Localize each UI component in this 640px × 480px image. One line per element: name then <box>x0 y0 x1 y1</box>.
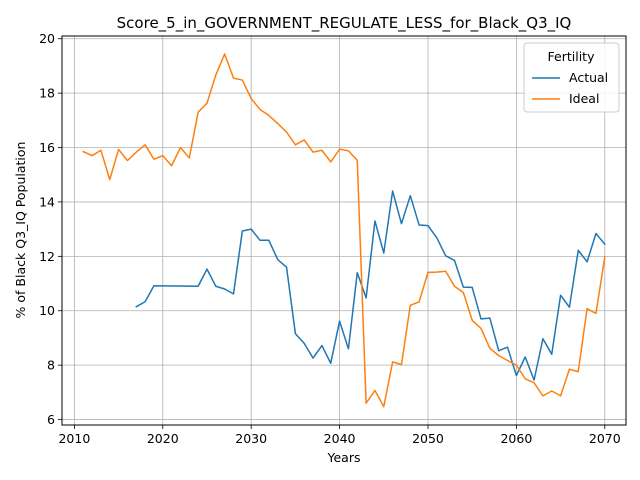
x-tick-label: 2030 <box>235 431 267 446</box>
y-tick-label: 14 <box>39 194 55 209</box>
y-tick-label: 18 <box>39 86 55 101</box>
y-tick-label: 8 <box>47 358 55 373</box>
x-axis-label: Years <box>327 450 361 465</box>
x-tick-label: 2060 <box>500 431 532 446</box>
x-tick-label: 2010 <box>58 431 90 446</box>
y-tick-label: 12 <box>39 249 55 264</box>
y-axis-label: % of Black Q3_IQ Population <box>13 142 28 319</box>
series-line-ideal <box>82 53 606 408</box>
y-tick-label: 16 <box>39 140 55 155</box>
legend-label-ideal: Ideal <box>569 91 599 106</box>
chart-title: Score_5_in_GOVERNMENT_REGULATE_LESS_for_… <box>117 14 572 33</box>
y-tick-label: 20 <box>39 31 55 46</box>
series-lines <box>82 53 606 408</box>
legend-label-actual: Actual <box>569 70 608 85</box>
x-tick-label: 2040 <box>324 431 356 446</box>
legend-box <box>523 42 620 113</box>
legend-title: Fertility <box>548 49 596 64</box>
x-tick-label: 2070 <box>589 431 621 446</box>
x-axis-ticks: 2010 2020 2030 2040 2050 2060 2070 <box>58 425 621 446</box>
x-tick-label: 2020 <box>147 431 179 446</box>
plot-area-frame <box>61 35 627 426</box>
x-tick-label: 2050 <box>412 431 444 446</box>
series-line-actual <box>135 190 606 381</box>
y-axis-ticks: 6 8 10 12 14 16 18 20 <box>39 31 62 427</box>
y-tick-label: 10 <box>39 303 55 318</box>
legend: Fertility Actual Ideal <box>523 42 620 113</box>
y-tick-label: 6 <box>47 412 55 427</box>
